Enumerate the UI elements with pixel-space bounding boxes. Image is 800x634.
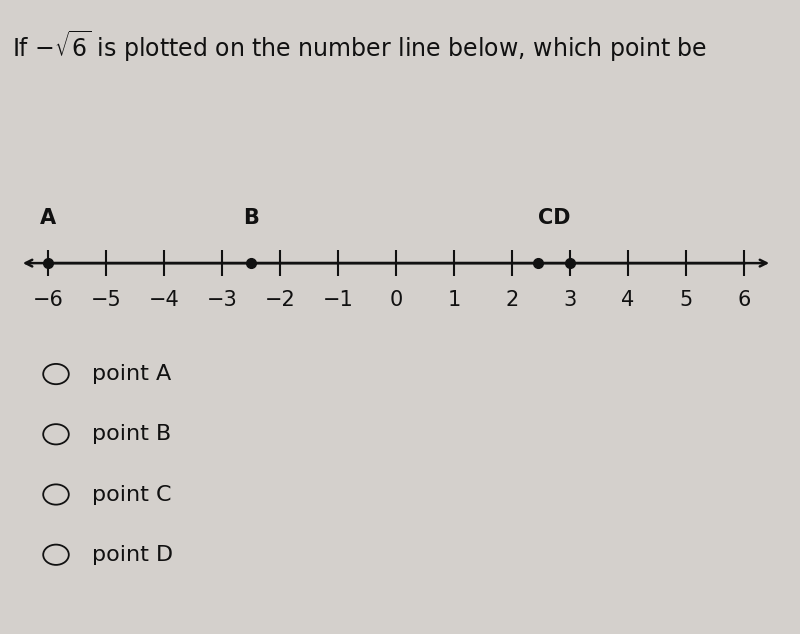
- Text: A: A: [40, 208, 56, 228]
- Text: −4: −4: [149, 290, 179, 310]
- Text: point C: point C: [92, 484, 171, 505]
- Text: −1: −1: [322, 290, 354, 310]
- Text: 3: 3: [563, 290, 577, 310]
- Text: −5: −5: [90, 290, 122, 310]
- Text: point A: point A: [92, 364, 171, 384]
- Text: −6: −6: [33, 290, 63, 310]
- Text: B: B: [243, 208, 259, 228]
- Text: point B: point B: [92, 424, 171, 444]
- Text: If $-\sqrt{6}$ is plotted on the number line below, which point be: If $-\sqrt{6}$ is plotted on the number …: [12, 29, 707, 64]
- Text: point D: point D: [92, 545, 173, 565]
- Text: 4: 4: [622, 290, 634, 310]
- Text: 5: 5: [679, 290, 693, 310]
- Text: 6: 6: [738, 290, 750, 310]
- Text: 1: 1: [447, 290, 461, 310]
- Text: 0: 0: [390, 290, 402, 310]
- Text: −2: −2: [265, 290, 295, 310]
- Text: CD: CD: [538, 208, 570, 228]
- Text: −3: −3: [206, 290, 238, 310]
- Text: 2: 2: [506, 290, 518, 310]
